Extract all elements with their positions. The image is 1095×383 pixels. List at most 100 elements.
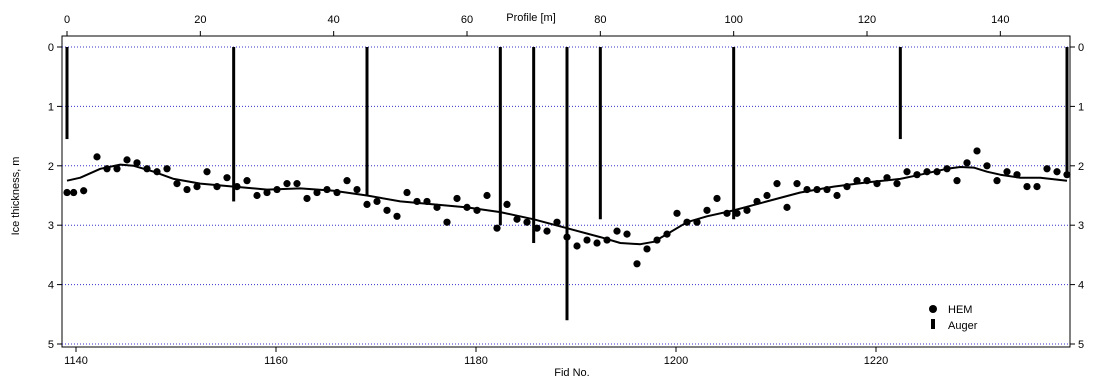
- hem-point: [853, 177, 861, 185]
- hem-point: [493, 224, 501, 232]
- hem-point: [1003, 168, 1011, 176]
- y-axis-title: Ice thickness, m: [10, 157, 22, 236]
- hem-point: [943, 165, 951, 173]
- x-bottom-tick-label: 1220: [864, 355, 888, 367]
- hem-point: [153, 168, 161, 176]
- legend-hem-marker: [929, 305, 937, 313]
- auger-bar: [598, 47, 602, 220]
- hem-point: [803, 185, 811, 194]
- hem-point: [383, 206, 391, 214]
- hem-point: [453, 194, 461, 203]
- legend-hem-label: HEM: [948, 304, 972, 316]
- hem-point: [963, 159, 971, 167]
- hem-point: [1033, 182, 1041, 191]
- hem-point: [363, 200, 371, 209]
- y-tick-label-right: 1: [1078, 101, 1084, 113]
- hem-point: [773, 180, 781, 188]
- auger-bar: [365, 47, 369, 196]
- hem-point: [933, 168, 941, 176]
- hem-point: [873, 180, 881, 188]
- hem-point: [423, 197, 431, 206]
- hem-point: [603, 236, 611, 244]
- hem-point: [473, 206, 481, 214]
- legend: HEM Auger: [929, 304, 978, 332]
- hem-point: [623, 230, 631, 238]
- hem-point: [843, 182, 851, 191]
- y-tick-label-right: 3: [1078, 220, 1084, 232]
- hem-point: [823, 185, 831, 194]
- hem-point: [883, 174, 891, 182]
- y-tick-label-left: 5: [48, 339, 54, 351]
- hem-point: [333, 188, 341, 197]
- hem-point: [103, 165, 111, 173]
- hem-point: [273, 185, 281, 194]
- hem-point: [953, 177, 961, 185]
- y-tick-label-left: 3: [48, 220, 54, 232]
- hem-point: [683, 218, 691, 226]
- auger-bar: [498, 47, 502, 226]
- x-top-tick-label: 100: [724, 14, 742, 26]
- hem-point: [813, 185, 821, 194]
- hem-point: [223, 174, 231, 182]
- hem-point: [673, 209, 681, 217]
- x-bottom-tick-label: 1200: [664, 355, 688, 367]
- hem-point: [233, 182, 241, 191]
- x-bottom-axis-title: Fid No.: [554, 367, 589, 379]
- auger-bar: [732, 47, 736, 220]
- hem-point: [413, 197, 421, 206]
- hem-point: [783, 203, 791, 211]
- hem-point: [833, 191, 841, 200]
- hem-point: [70, 188, 78, 197]
- hem-point: [743, 206, 751, 214]
- hem-point: [593, 239, 601, 247]
- axis-ticks: [57, 31, 1075, 352]
- x-top-tick-label: 80: [594, 14, 606, 26]
- hem-point: [653, 236, 661, 244]
- hem-point: [1043, 165, 1051, 173]
- hem-point: [433, 203, 441, 211]
- hem-point: [163, 165, 171, 173]
- hem-point: [583, 236, 591, 244]
- hem-point: [143, 165, 151, 173]
- y-tick-label-right: 2: [1078, 161, 1084, 173]
- auger-bar: [232, 47, 236, 202]
- hem-point: [973, 147, 981, 155]
- hem-point: [733, 209, 741, 217]
- hem-point: [753, 197, 761, 206]
- hem-point: [523, 218, 531, 226]
- legend-auger-label: Auger: [948, 320, 978, 332]
- y-tick-label-left: 0: [48, 42, 54, 54]
- x-top-tick-label: 60: [461, 14, 473, 26]
- y-tick-label-left: 2: [48, 161, 54, 173]
- hem-point: [923, 168, 931, 176]
- x-bottom-tick-label: 1180: [464, 355, 488, 367]
- x-top-tick-label: 20: [194, 14, 206, 26]
- hem-point: [573, 242, 581, 250]
- hem-point: [293, 180, 301, 188]
- hem-point: [113, 165, 121, 173]
- y-tick-label-left: 4: [48, 280, 54, 292]
- hem-point: [643, 245, 651, 253]
- hem-point: [1013, 171, 1021, 179]
- x-top-tick-label: 0: [64, 14, 70, 26]
- auger-bars: [65, 47, 1069, 321]
- hem-point: [283, 180, 291, 188]
- auger-bar: [65, 47, 69, 140]
- hem-point: [63, 188, 71, 197]
- hem-point: [353, 185, 361, 194]
- hem-point: [553, 218, 561, 226]
- hem-point: [393, 212, 401, 220]
- hem-point: [263, 188, 271, 197]
- hem-point: [663, 230, 671, 238]
- hem-point: [403, 188, 411, 197]
- hem-point: [613, 227, 621, 235]
- x-top-axis-title: Profile [m]: [506, 12, 556, 24]
- hem-point: [1023, 182, 1031, 191]
- hem-point: [993, 177, 1001, 185]
- hem-point: [323, 185, 331, 194]
- auger-bar: [898, 47, 902, 140]
- hem-point: [1053, 168, 1061, 176]
- hem-point: [173, 180, 181, 188]
- auger-bar: [1065, 47, 1069, 178]
